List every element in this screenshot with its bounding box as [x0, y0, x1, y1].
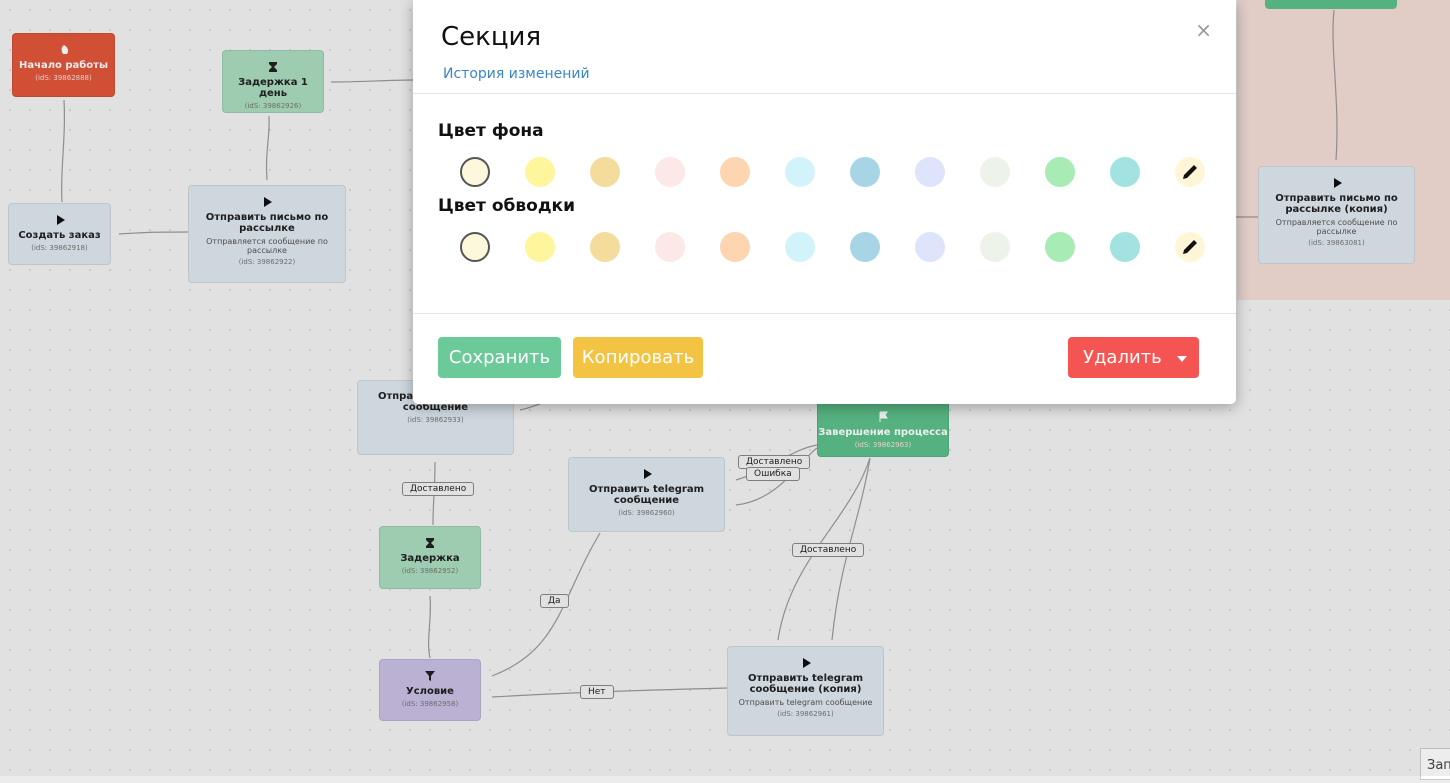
- color-swatch[interactable]: [785, 157, 815, 187]
- close-button[interactable]: ×: [1195, 18, 1212, 42]
- modal-title: Секция: [441, 22, 542, 52]
- corner-button[interactable]: Зап: [1420, 748, 1450, 780]
- section-label: Цвет обводки: [438, 196, 575, 216]
- node-icon: [643, 469, 652, 479]
- node-subtitle: Отправляется сообщение по рассылке: [206, 237, 328, 255]
- dropdown-caret[interactable]: [1177, 356, 1187, 362]
- node-title: Задержка: [400, 553, 460, 564]
- edge-label: Нет: [580, 685, 614, 699]
- flow-node[interactable]: Задержка 1 день (idS: 39862926): [222, 50, 324, 113]
- color-swatch[interactable]: [1110, 232, 1140, 262]
- flow-node[interactable]: Создать заказ (idS: 39862918): [8, 203, 111, 265]
- node-title: Начало работы: [18, 60, 108, 71]
- node-id: (idS: 39862926): [244, 102, 302, 110]
- delete-label: Удалить: [1083, 347, 1162, 368]
- node-subtitle: Отправляется сообщение по рассылке: [1275, 218, 1398, 236]
- color-swatch[interactable]: [525, 157, 555, 187]
- node-icon: [1333, 178, 1342, 188]
- history-link[interactable]: История изменений: [443, 66, 590, 82]
- node-icon: [264, 197, 272, 207]
- node-title: Завершение процесса: [818, 427, 948, 438]
- node-icon: [879, 411, 888, 422]
- node-id: (idS: 39862888): [35, 74, 92, 82]
- color-swatch[interactable]: [915, 232, 945, 262]
- delete-button[interactable]: Удалить: [1068, 337, 1199, 378]
- node-id: (idS: 39862960): [618, 509, 675, 517]
- node-id: (idS: 39862952): [401, 567, 459, 575]
- node-subtitle: Отправить telegram сообщение: [738, 698, 873, 707]
- flow-node[interactable]: Начало работы (idS: 39862888): [12, 33, 115, 97]
- node-title: Отправить telegram сообщение: [588, 484, 705, 506]
- node-icon: [426, 538, 434, 548]
- flow-node[interactable]: Отправить письмо по рассылке (копия) Отпр…: [1258, 166, 1415, 264]
- modal: Секция × История изменений Цвет фона Цве…: [413, 0, 1236, 404]
- node-icon: [269, 62, 277, 72]
- node-title: Условие: [406, 686, 454, 697]
- color-swatch[interactable]: [850, 232, 880, 262]
- node-id: (idS: 39862933): [407, 416, 464, 424]
- node-fragment: [1265, 0, 1397, 9]
- node-id: (idS: 39862963): [854, 441, 912, 449]
- edge-label: Доставлено: [402, 482, 475, 496]
- color-swatch[interactable]: [1110, 157, 1140, 187]
- save-button[interactable]: Сохранить: [438, 337, 561, 378]
- color-swatch[interactable]: [1045, 157, 1075, 187]
- flow-node[interactable]: Завершение процесса (idS: 39862963): [817, 400, 949, 457]
- color-swatch[interactable]: [980, 157, 1010, 187]
- flow-node[interactable]: Задержка (idS: 39862952): [379, 526, 481, 589]
- node-id: (idS: 39863081): [1308, 239, 1365, 247]
- node-title: Создать заказ: [18, 230, 101, 241]
- custom-color-button[interactable]: [1175, 157, 1205, 187]
- color-swatch[interactable]: [720, 232, 750, 262]
- flow-node[interactable]: Отправить telegram сообщение (копия) Отпр…: [727, 646, 884, 736]
- divider: [413, 93, 1236, 94]
- flow-node[interactable]: Отправить telegram сообщение (idS: 398629…: [568, 457, 725, 532]
- pencil-icon: [1183, 240, 1197, 254]
- edge-label: Да: [540, 594, 569, 608]
- color-swatch[interactable]: [655, 232, 685, 262]
- custom-color-button[interactable]: [1175, 232, 1205, 262]
- node-title: Задержка 1 день: [238, 77, 308, 99]
- node-title: Отправить telegram сообщение (копия): [747, 673, 864, 695]
- divider: [413, 313, 1236, 314]
- node-title: Отправить письмо по рассылке (копия): [1275, 193, 1398, 215]
- color-swatch[interactable]: [590, 157, 620, 187]
- node-id: (idS: 39862918): [31, 244, 88, 252]
- node-id: (idS: 39862922): [238, 258, 296, 266]
- node-id: (idS: 39862958): [401, 700, 459, 708]
- color-swatch[interactable]: [460, 232, 490, 262]
- color-swatch[interactable]: [590, 232, 620, 262]
- color-swatch[interactable]: [720, 157, 750, 187]
- edge-label: Доставлено: [792, 543, 865, 557]
- color-swatch[interactable]: [980, 232, 1010, 262]
- edge-label: Ошибка: [746, 467, 800, 481]
- node-icon: [802, 658, 811, 668]
- node-icon: [56, 215, 65, 225]
- flow-node[interactable]: Отправить письмо по рассылке Отправляется…: [188, 185, 346, 283]
- color-swatch[interactable]: [785, 232, 815, 262]
- color-swatch[interactable]: [460, 157, 490, 187]
- section-label: Цвет фона: [438, 121, 544, 141]
- node-title: Отправить письмо по рассылке: [205, 212, 329, 234]
- flow-node[interactable]: Условие (idS: 39862958): [379, 659, 481, 721]
- color-swatch[interactable]: [1045, 232, 1075, 262]
- color-swatch[interactable]: [655, 157, 685, 187]
- node-icon: [61, 45, 68, 54]
- color-swatch[interactable]: [915, 157, 945, 187]
- color-swatch[interactable]: [850, 157, 880, 187]
- node-icon: [425, 671, 435, 681]
- pencil-icon: [1183, 165, 1197, 179]
- color-swatch[interactable]: [525, 232, 555, 262]
- copy-button[interactable]: Копировать: [573, 337, 703, 378]
- node-id: (idS: 39862961): [777, 710, 834, 718]
